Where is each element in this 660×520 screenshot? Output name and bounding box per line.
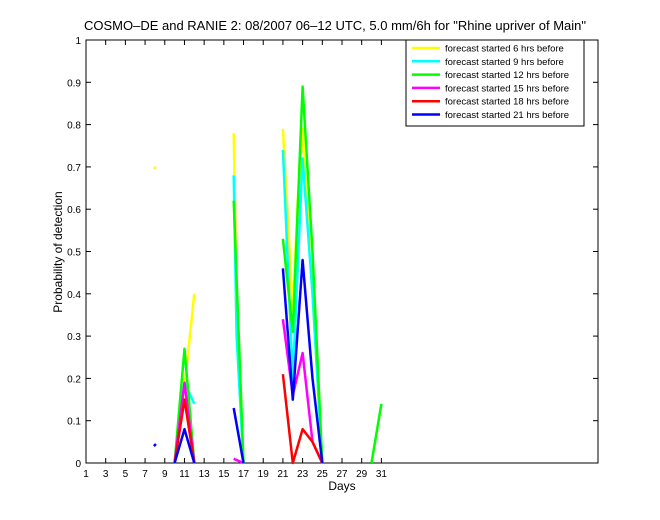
x-tick-label: 27 [336,469,348,480]
legend-label: forecast started 12 hrs before [445,70,569,81]
series-line [281,258,324,464]
series-line [233,457,244,465]
x-tick-label: 3 [103,469,109,480]
legend-label: forecast started 21 hrs before [445,110,569,121]
y-tick-label: 0.3 [67,332,81,343]
series-6 [152,258,324,464]
x-tick-label: 29 [356,469,368,480]
y-tick-label: 0.6 [67,205,81,216]
series-line [152,443,157,447]
y-tick-label: 0.1 [67,417,81,428]
y-tick-label: 0.4 [67,290,81,301]
x-axis-label: Days [328,479,355,493]
series-line [232,407,245,464]
series-line [281,85,324,464]
series-3 [173,85,383,464]
x-tick-label: 5 [123,469,129,480]
x-tick-label: 11 [179,469,190,480]
series-line [232,200,245,464]
x-tick-label: 21 [277,469,289,480]
x-axis: 1 3 5 7 9 11 13 15 17 19 21 23 25 27 29 31 [83,40,387,480]
x-tick-label: 17 [238,469,250,480]
y-tick-label: 0.5 [67,248,81,259]
x-tick-label: 13 [199,469,211,480]
series-layer [152,85,383,465]
series-line [173,427,196,464]
y-tick-label: 0.2 [67,374,81,385]
legend-label: forecast started 18 hrs before [445,97,569,108]
legend: forecast started 6 hrs before forecast st… [405,39,585,127]
series-5 [173,374,324,465]
x-tick-label: 1 [83,469,89,480]
x-tick-label: 7 [142,469,148,480]
series-line [370,403,383,464]
x-tick-label: 31 [376,469,388,480]
series-line [173,398,196,464]
y-axis: 0 0.1 0.2 0.3 0.4 0.5 0.6 0.7 0.8 0.9 1 [67,36,598,470]
x-tick-label: 23 [297,469,309,480]
x-tick-label: 25 [317,469,329,480]
x-tick-label: 9 [162,469,168,480]
y-tick-label: 0.7 [67,163,81,174]
legend-label: forecast started 15 hrs before [445,83,569,94]
y-tick-label: 0.8 [67,121,81,132]
legend-label: forecast started 9 hrs before [445,57,564,68]
y-tick-label: 0 [75,459,81,470]
series-line [281,374,324,465]
series-line [173,347,196,464]
x-tick-label: 19 [258,469,270,480]
y-tick-label: 1 [75,36,81,47]
chart-title: COSMO–DE and RANIE 2: 08/2007 06–12 UTC,… [84,18,586,33]
x-tick-label: 15 [218,469,230,480]
y-axis-label: Probability of detection [51,191,65,312]
legend-box [405,39,585,127]
series-line [152,166,157,170]
y-tick-label: 0.9 [67,78,81,89]
legend-label: forecast started 6 hrs before [445,44,564,55]
